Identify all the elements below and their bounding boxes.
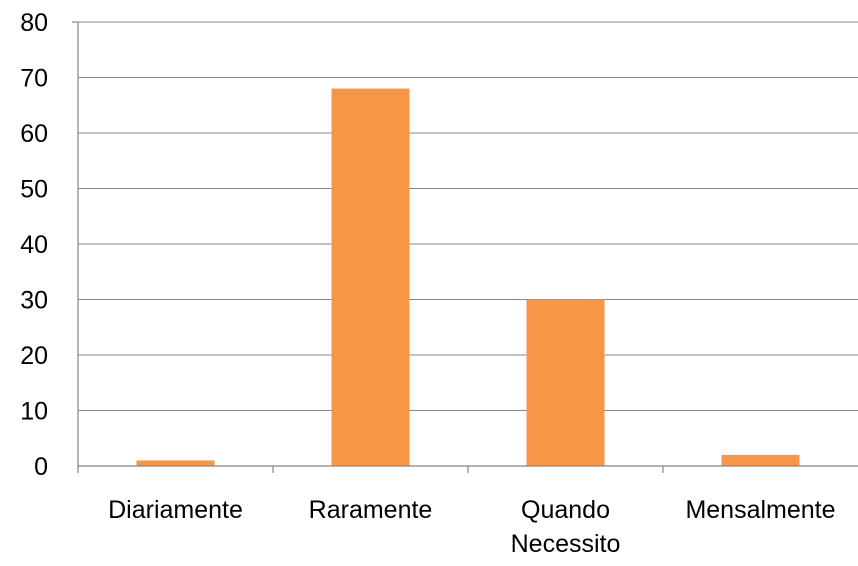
y-tick-label: 50 (20, 176, 48, 204)
gridlines (78, 21, 858, 411)
bar (136, 460, 215, 466)
y-tick-label: 60 (20, 120, 48, 148)
axes (72, 21, 858, 473)
y-tick-label: 10 (20, 398, 48, 426)
x-axis-category-labels: Diariamente Raramente Quando Necessito Mensa… (108, 496, 835, 558)
y-tick-label: 0 (34, 453, 48, 481)
y-axis-tick-labels: 0 10 20 30 40 50 60 70 80 (20, 9, 48, 481)
y-tick-label: 30 (20, 287, 48, 315)
bar (721, 454, 800, 466)
y-tick-label: 20 (20, 342, 48, 370)
x-category-label: Mensalmente (685, 496, 835, 524)
y-tick-label: 40 (20, 231, 48, 259)
x-category-label: Quando (521, 496, 610, 524)
bars (136, 88, 800, 466)
y-tick-label: 80 (20, 9, 48, 37)
bar (331, 88, 410, 466)
bar (526, 299, 605, 466)
x-category-label: Raramente (309, 496, 433, 524)
x-category-label: Necessito (511, 530, 621, 558)
x-category-label: Diariamente (108, 496, 243, 524)
y-tick-label: 70 (20, 65, 48, 93)
